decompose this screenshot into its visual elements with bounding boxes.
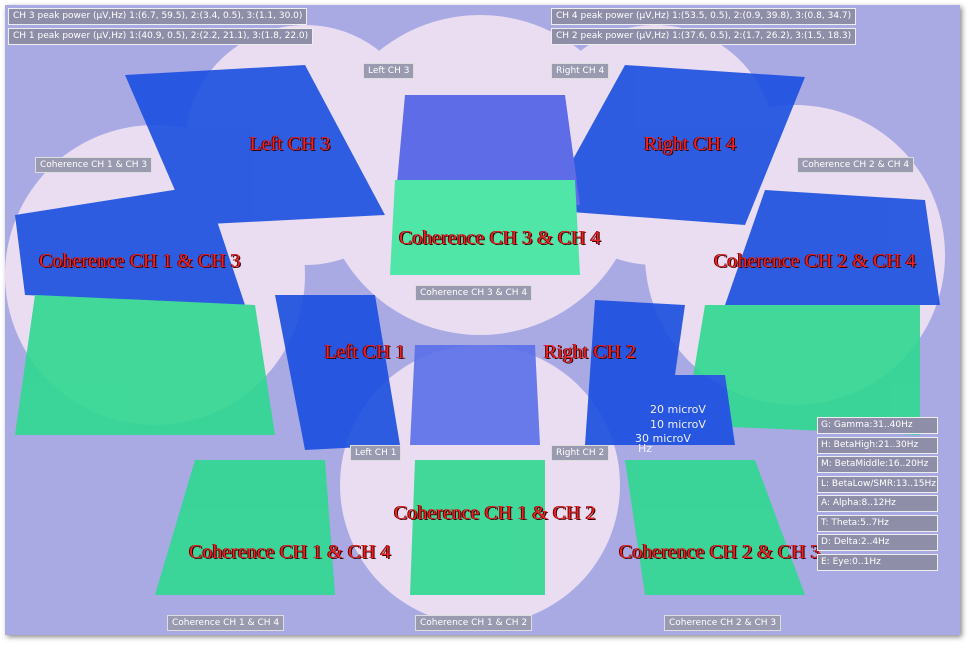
legend-item: T: Theta:5..7Hz <box>817 515 938 532</box>
peak-info: CH 3 peak power (μV,Hz) 1:(6.7, 59.5), 2… <box>8 8 308 25</box>
legend-item: A: Alpha:8..12Hz <box>817 495 938 512</box>
panel-tag: Coherence CH 2 & CH 4 <box>797 157 915 173</box>
panel-label: Left CH 1 <box>324 341 406 363</box>
panel-tag: Coherence CH 1 & CH 2 <box>415 615 533 631</box>
panel-tag: Left CH 1 <box>350 445 402 461</box>
viewport: CH 3 peak power (μV,Hz) 1:(6.7, 59.5), 2… <box>5 5 960 635</box>
peak-info: CH 2 peak power (μV,Hz) 1:(37.6, 0.5), 2… <box>551 28 857 45</box>
panel-tag: Left CH 3 <box>363 63 415 79</box>
legend-item: E: Eye:0..1Hz <box>817 554 938 571</box>
panel-tag: Right CH 4 <box>551 63 610 79</box>
axis-label: 30 microV <box>635 432 691 445</box>
peak-info: CH 4 peak power (μV,Hz) 1:(53.5, 0.5), 2… <box>551 8 857 25</box>
panel-label: Coherence CH 3 & CH 4 <box>399 227 601 249</box>
panel-label: Coherence CH 1 & CH 2 <box>394 502 596 524</box>
peak-info: CH 1 peak power (μV,Hz) 1:(40.9, 0.5), 2… <box>8 28 314 45</box>
panel-tag: Coherence CH 3 & CH 4 <box>415 285 533 301</box>
legend-item: L: BetaLow/SMR:13..15Hz <box>817 476 938 493</box>
panel-label: Right CH 2 <box>543 341 637 363</box>
axis-label: 20 microV <box>650 403 706 416</box>
panel-tag: Coherence CH 1 & CH 3 <box>35 157 153 173</box>
legend-item: D: Delta:2..4Hz <box>817 534 938 551</box>
panel-tag: Right CH 2 <box>551 445 610 461</box>
panel-label: Coherence CH 1 & CH 4 <box>189 541 391 563</box>
panel-label: Coherence CH 2 & CH 3 <box>619 541 821 563</box>
axis-label: 10 microV <box>650 418 706 431</box>
legend-item: H: BetaHigh:21..30Hz <box>817 437 938 454</box>
legend-item: G: Gamma:31..40Hz <box>817 417 938 434</box>
scene <box>5 15 945 625</box>
axis-label: Hz <box>638 442 653 455</box>
panels <box>15 65 940 595</box>
panel-label: Coherence CH 2 & CH 4 <box>714 250 916 272</box>
panel-tag: Coherence CH 1 & CH 4 <box>167 615 285 631</box>
legend-item: M: BetaMiddle:16..20Hz <box>817 456 938 473</box>
panel-tag: Coherence CH 2 & CH 3 <box>664 615 782 631</box>
panel-label: Left CH 3 <box>249 133 331 155</box>
panel-label: Right CH 4 <box>643 133 737 155</box>
panel-label: Coherence CH 1 & CH 3 <box>39 250 241 272</box>
